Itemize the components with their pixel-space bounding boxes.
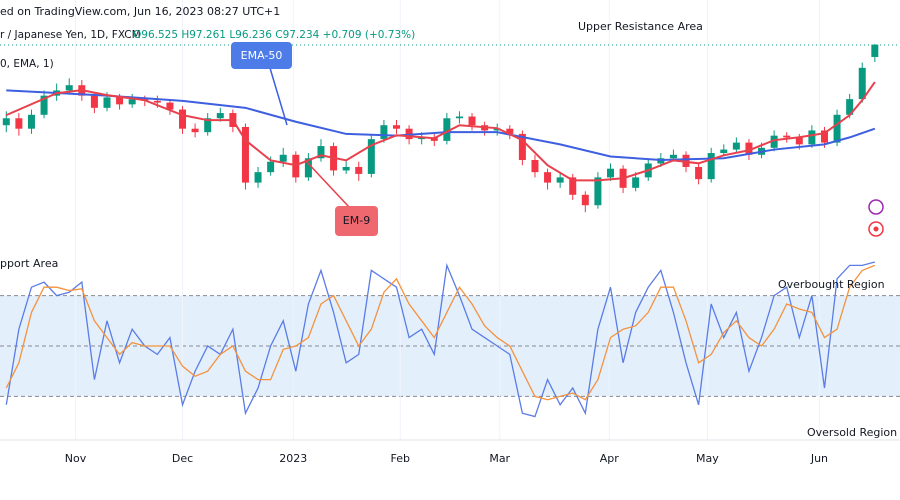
x-tick-label: May [696, 452, 719, 465]
candle-body [820, 130, 828, 143]
candle-body [695, 166, 703, 180]
candle-body [858, 67, 866, 100]
candle-body [216, 113, 224, 119]
x-tick-label: Jun [810, 452, 828, 465]
annotation: Upper Resistance Area [578, 20, 703, 33]
candle-body [531, 160, 539, 173]
candle-body [355, 166, 363, 174]
x-tick-label: Dec [172, 452, 193, 465]
candle-body [455, 116, 463, 119]
oscillator-line [5, 264, 876, 401]
source-text: ed on TradingView.com, Jun 16, 2023 08:2… [0, 5, 280, 18]
candle-body [833, 114, 841, 143]
ohlc-text: O96.525 H97.261 L96.236 C97.234 +0.709 (… [133, 29, 415, 41]
candle-body [317, 146, 325, 159]
candle-body [732, 142, 740, 150]
icon-dot [873, 226, 879, 232]
candle-body [594, 177, 602, 206]
candle-body [254, 172, 262, 183]
candle-body [380, 125, 388, 140]
candle-body [556, 177, 564, 183]
icon[interactable] [868, 199, 884, 215]
candle-body [40, 95, 48, 115]
candle-body [720, 149, 728, 154]
candle-body [493, 128, 501, 131]
candle-body [795, 137, 803, 145]
candle-body [279, 154, 287, 162]
candle-body [15, 118, 23, 129]
candle-body [871, 44, 879, 57]
ema-line [5, 81, 876, 182]
candle-body [707, 153, 715, 180]
x-tick-label: Feb [391, 452, 410, 465]
candle-body [166, 102, 174, 110]
candle-body [569, 177, 577, 195]
candle-body [745, 142, 753, 155]
candle-body [65, 85, 73, 91]
callout-box [231, 42, 292, 69]
marks-layer [2, 44, 879, 418]
candle-body [204, 118, 212, 133]
candle-body [443, 118, 451, 141]
callout-pointer [269, 67, 288, 126]
candle-body [669, 154, 677, 159]
annotation: Oversold Region [807, 426, 897, 439]
candle-body [191, 128, 199, 133]
callout-label: EMA-50 [241, 49, 283, 62]
candle-body [581, 194, 589, 206]
candle-body [116, 97, 124, 105]
candle-body [544, 172, 552, 183]
candle-body [770, 135, 778, 148]
candle-body [468, 116, 476, 126]
ema-line [6, 89, 876, 162]
candle-body [153, 100, 161, 103]
candle-body [808, 130, 816, 145]
candle-body [241, 126, 249, 183]
annotation: pport Area [0, 257, 58, 270]
candle-body [90, 95, 98, 108]
symbol-title: r / Japanese Yen, 1D, FXCM [0, 29, 141, 41]
x-tick-label: Mar [489, 452, 510, 465]
indicator-text: 0, EMA, 1) [0, 58, 54, 70]
x-tick-label: Nov [65, 452, 87, 465]
candle-body [632, 177, 640, 188]
candle-body [27, 114, 35, 129]
candle-body [393, 125, 401, 129]
candle-body [128, 99, 136, 105]
callout-box [335, 206, 378, 236]
candle-body [506, 128, 514, 134]
candle-body [103, 97, 111, 108]
background-layer [0, 0, 900, 440]
callout-label: EM-9 [343, 214, 370, 227]
candle-body [179, 109, 187, 129]
candle-body [2, 118, 10, 126]
candle-body [367, 139, 375, 174]
x-tick-label: 2023 [279, 452, 307, 465]
callout-pointer [304, 159, 351, 209]
candle-body [518, 133, 526, 160]
candle-body [304, 158, 312, 178]
x-tick-label: Apr [600, 452, 620, 465]
candle-body [783, 135, 791, 138]
candle-body [606, 168, 614, 178]
candle-body [342, 166, 350, 171]
candle-body [267, 161, 275, 173]
candle-body [846, 99, 854, 115]
annotation: Overbought Region [778, 278, 885, 291]
oscillator-line [5, 261, 875, 418]
